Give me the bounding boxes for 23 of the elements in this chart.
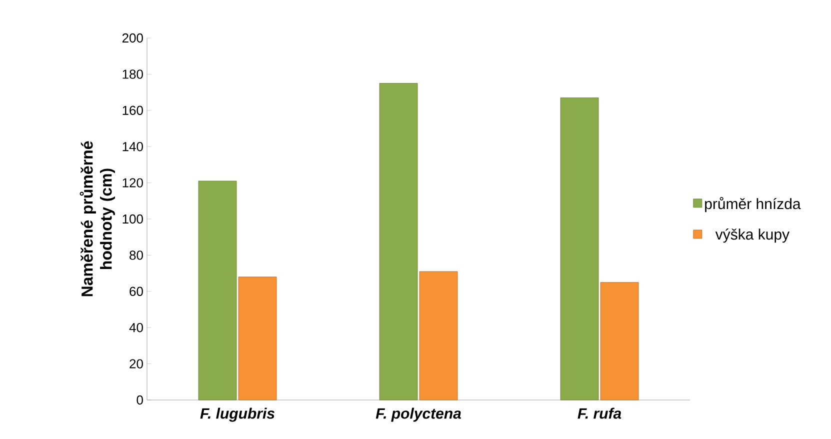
y-tick-label: 0 (136, 395, 143, 405)
bar (238, 276, 277, 400)
x-tick-label: F. rufa (578, 408, 622, 419)
bar (379, 83, 418, 400)
bar (600, 282, 639, 400)
y-tick-label: 200 (122, 33, 143, 43)
y-tick-label: 100 (122, 214, 143, 224)
x-tick-label: F. lugubris (200, 408, 274, 422)
legend-label: průměr hnízda (705, 196, 801, 212)
bar (419, 271, 458, 400)
y-tick-label: 180 (122, 70, 143, 79)
y-tick-label: 40 (129, 322, 143, 332)
legend-label: výška kupy (715, 228, 790, 243)
y-axis-title: Naměřené průměrné hodnoty (cm) (80, 141, 115, 296)
y-tick-label: 20 (130, 359, 143, 368)
y-tick-label: 80 (130, 250, 143, 260)
y-tick-label: 160 (122, 106, 143, 115)
y-tick-label: 140 (122, 142, 143, 152)
y-tick-label: 60 (130, 286, 143, 296)
y-tick-label: 120 (122, 178, 143, 188)
bar (198, 180, 237, 400)
bar (560, 98, 599, 400)
x-tick-label: F. polyctena (376, 408, 461, 422)
